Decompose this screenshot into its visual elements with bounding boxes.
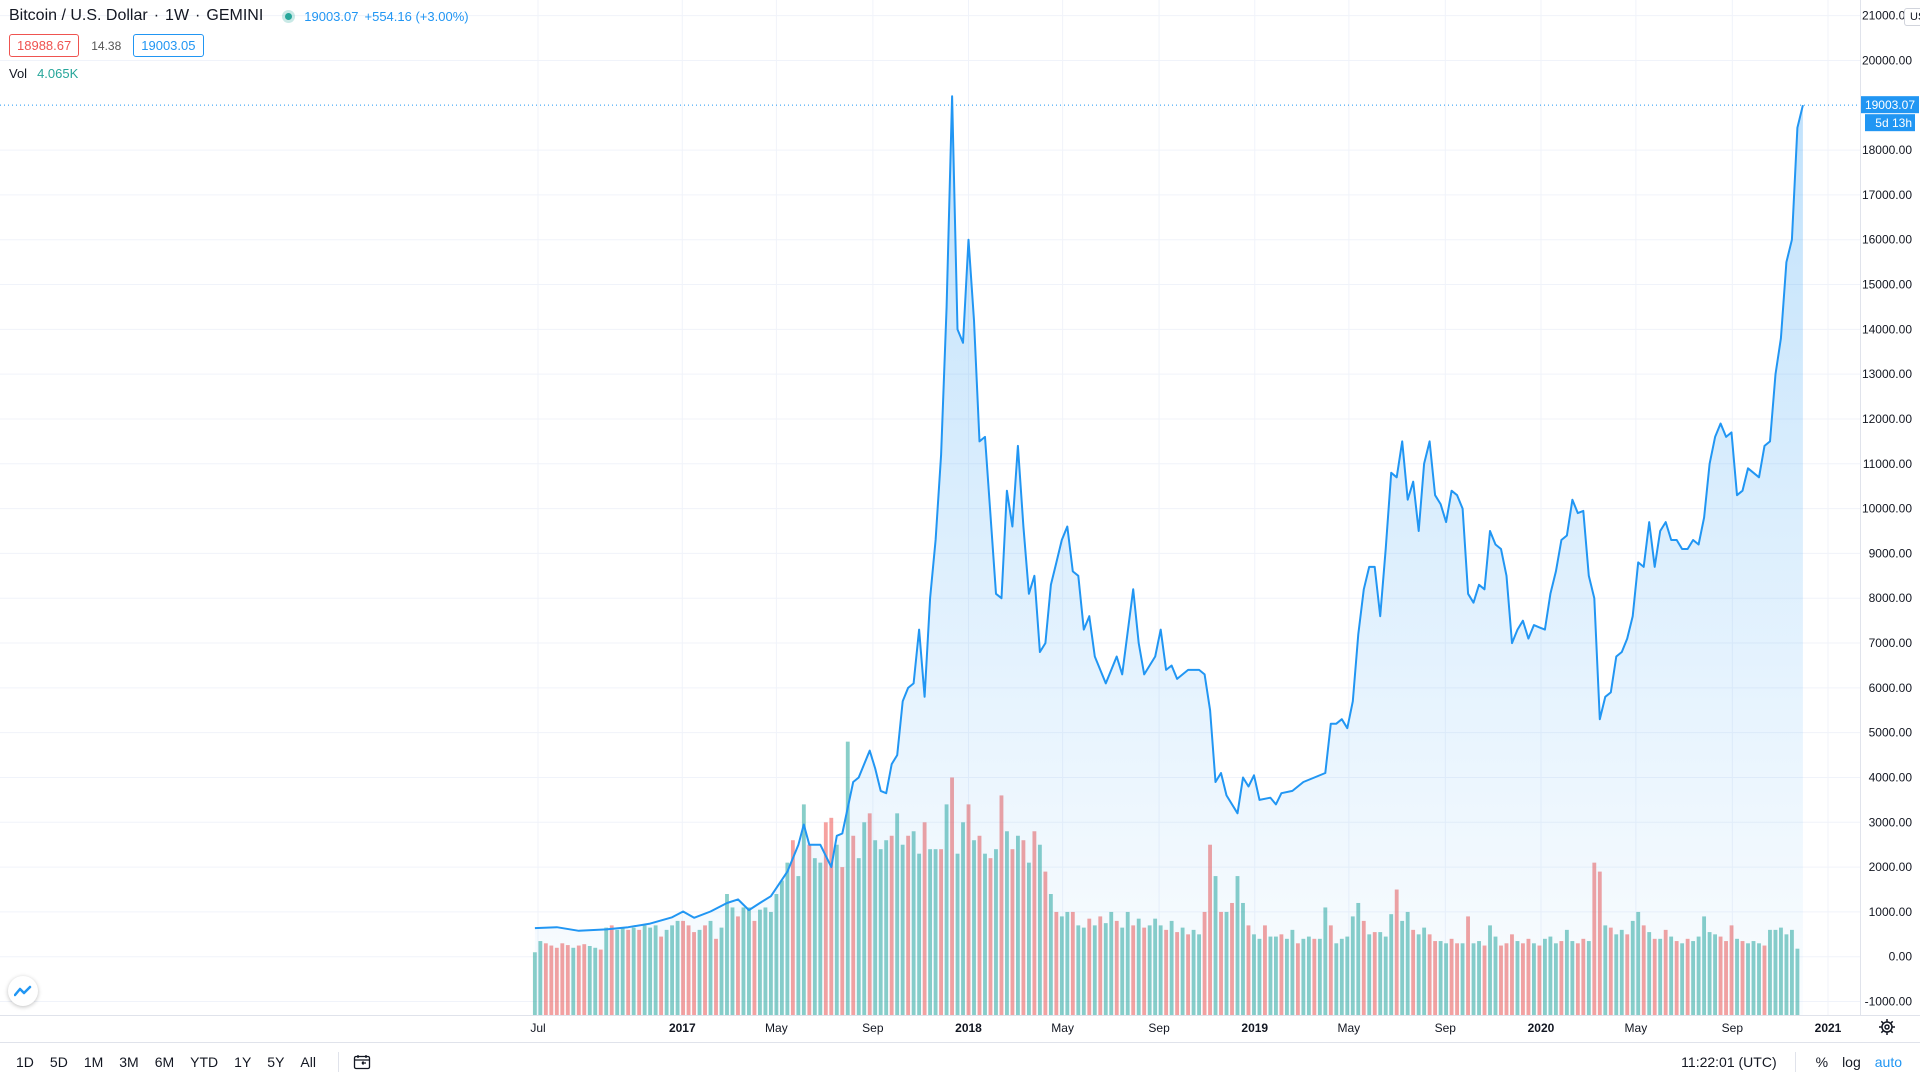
interval-label[interactable]: 1W xyxy=(165,7,190,24)
y-tick-label: 11000.00 xyxy=(1863,457,1912,471)
logo-icon xyxy=(14,985,32,997)
x-tick-label: 2017 xyxy=(669,1021,696,1035)
y-tick-label: 4000.00 xyxy=(1869,770,1913,784)
x-tick-label: Sep xyxy=(862,1021,884,1035)
y-tick-label: 10000.00 xyxy=(1862,502,1912,516)
utc-clock[interactable]: 11:22:01 (UTC) xyxy=(1681,1054,1777,1070)
range-1m-button[interactable]: 1M xyxy=(83,1054,104,1070)
last-price-tag xyxy=(1861,96,1919,114)
toolbar-divider xyxy=(1794,1052,1796,1072)
range-1d-button[interactable]: 1D xyxy=(16,1054,34,1070)
spread-value: 14.38 xyxy=(91,38,122,53)
x-tick-label: 2019 xyxy=(1241,1021,1268,1035)
currency-button[interactable]: USD xyxy=(1904,8,1920,26)
range-5y-button[interactable]: 5Y xyxy=(267,1054,285,1070)
x-tick-label: May xyxy=(1625,1021,1648,1035)
auto-scale-button[interactable]: auto xyxy=(1874,1054,1902,1070)
x-tick-label: Sep xyxy=(1148,1021,1170,1035)
price-chart[interactable]: -1000.00 0.00 1000.00 2000.00 3000.00 4000.00… xyxy=(0,0,1920,1042)
toolbar-divider xyxy=(337,1052,339,1072)
y-tick-label: 15000.00 xyxy=(1862,278,1912,292)
range-ytd-button[interactable]: YTD xyxy=(190,1054,219,1070)
gear-icon xyxy=(1879,1019,1895,1035)
tradingview-logo-button[interactable] xyxy=(8,976,38,1006)
x-tick-label: May xyxy=(765,1021,788,1035)
chart-legend: Bitcoin / U.S. Dollar · 1W · GEMINI 1900… xyxy=(9,7,475,25)
go-to-date-button[interactable] xyxy=(353,1054,371,1070)
sell-price-button[interactable]: 18988.67 xyxy=(9,34,80,57)
volume-legend: Vol 4.065K xyxy=(9,66,78,81)
range-6m-button[interactable]: 6M xyxy=(154,1054,175,1070)
x-tick-label: 2021 xyxy=(1815,1021,1842,1035)
price-line xyxy=(534,95,1804,932)
volume-bar xyxy=(532,952,537,1015)
range-all-button[interactable]: All xyxy=(300,1054,316,1070)
title-separator: · xyxy=(195,7,201,24)
y-tick-label: 3000.00 xyxy=(1869,815,1913,829)
last-price-value: 19003.07 xyxy=(304,8,359,24)
y-tick-label: 17000.00 xyxy=(1862,188,1912,202)
price-change-value: +554.16 (+3.00%) xyxy=(364,8,469,24)
title-separator: · xyxy=(153,7,160,24)
countdown-tag-text: 5d 13h xyxy=(1875,116,1912,130)
symbol-title[interactable]: Bitcoin / U.S. Dollar xyxy=(9,7,148,24)
y-tick-label: 13000.00 xyxy=(1862,367,1912,381)
y-tick-label: 12000.00 xyxy=(1862,412,1912,426)
range-5d-button[interactable]: 5D xyxy=(49,1054,68,1070)
calendar-icon xyxy=(353,1055,371,1070)
market-status-icon[interactable] xyxy=(285,12,293,20)
y-tick-label: 7000.00 xyxy=(1869,636,1913,650)
y-tick-label: 8000.00 xyxy=(1869,591,1913,605)
countdown-tag xyxy=(1865,114,1915,132)
range-3m-button[interactable]: 3M xyxy=(119,1054,139,1070)
log-scale-button[interactable]: log xyxy=(1842,1054,1861,1070)
y-tick-label: 2000.00 xyxy=(1869,860,1913,874)
x-tick-label: May xyxy=(1338,1021,1361,1035)
y-tick-label: 6000.00 xyxy=(1869,681,1913,695)
y-tick-label: 16000.00 xyxy=(1862,233,1912,247)
bottom-toolbar: 1D 5D 1M 3M 6M YTD 1Y 5Y All 11:22:01 (U… xyxy=(0,1042,1920,1081)
y-tick-label: 20000.00 xyxy=(1862,53,1912,67)
y-tick-label: -1000.00 xyxy=(1865,995,1913,1009)
bid-ask-row: 18988.67 14.38 19003.05 xyxy=(9,34,204,57)
x-tick-label: 2018 xyxy=(955,1021,982,1035)
buy-price-button[interactable]: 19003.05 xyxy=(133,34,204,57)
x-tick-label: Sep xyxy=(1722,1021,1744,1035)
y-tick-label: 21000.00 xyxy=(1862,9,1912,23)
x-tick-label: May xyxy=(1051,1021,1074,1035)
y-tick-label: 14000.00 xyxy=(1862,322,1912,336)
x-tick-label: Jul xyxy=(530,1021,545,1035)
range-1y-button[interactable]: 1Y xyxy=(234,1054,252,1070)
volume-indicator-label[interactable]: Vol xyxy=(9,66,28,81)
exchange-label: GEMINI xyxy=(206,7,264,24)
volume-indicator-value: 4.065K xyxy=(37,66,79,81)
y-tick-label: 1000.00 xyxy=(1869,905,1913,919)
x-tick-label: 2020 xyxy=(1528,1021,1555,1035)
percent-scale-button[interactable]: % xyxy=(1815,1054,1829,1070)
y-tick-label: 5000.00 xyxy=(1869,726,1913,740)
x-tick-label: Sep xyxy=(1435,1021,1457,1035)
right-toolbar: 11:22:01 (UTC) % log auto xyxy=(1681,1043,1902,1081)
y-tick-label: 0.00 xyxy=(1889,950,1913,964)
last-price-tag-text: 19003.07 xyxy=(1865,98,1915,112)
y-tick-label: 9000.00 xyxy=(1869,546,1913,560)
price-area xyxy=(534,96,1803,1016)
chart-settings-button[interactable] xyxy=(1878,1018,1896,1041)
y-tick-label: 18000.00 xyxy=(1862,143,1912,157)
